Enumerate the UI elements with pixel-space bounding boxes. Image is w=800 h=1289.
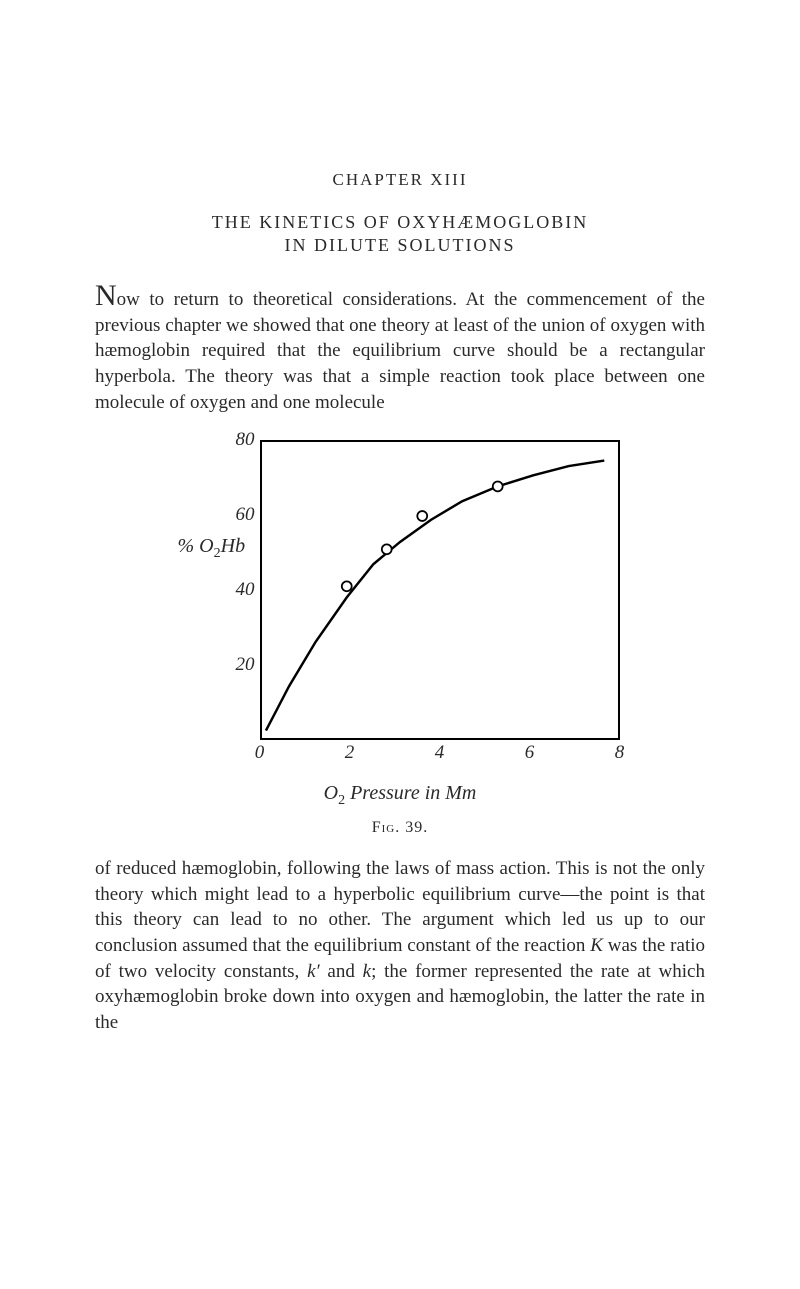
chapter-label: CHAPTER XIII <box>95 170 705 190</box>
data-marker <box>341 582 351 592</box>
y-axis-title: % O2Hb <box>178 535 246 562</box>
chart-area: % O2Hb 2040608002468 <box>178 440 623 780</box>
dropcap: N <box>95 279 117 312</box>
paragraph-2: of reduced hæmoglobin, following the law… <box>95 856 705 1035</box>
x-tick-label: 8 <box>610 742 630 764</box>
data-marker <box>381 545 391 555</box>
plot-frame <box>260 440 620 740</box>
x-axis-title: O2 Pressure in Mm <box>178 782 623 809</box>
figure-39: % O2Hb 2040608002468 O2 Pressure in Mm F… <box>178 440 623 837</box>
title-line-2: IN DILUTE SOLUTIONS <box>95 235 705 256</box>
title-line-1: THE KINETICS OF OXYHÆMOGLOBIN <box>95 212 705 233</box>
y-tick-label: 20 <box>225 654 255 676</box>
para1-rest: ow to return to theoretical consideratio… <box>95 289 705 413</box>
x-tick-label: 4 <box>430 742 450 764</box>
curve-line <box>265 461 603 731</box>
figure-caption: Fig. 39. <box>178 819 623 837</box>
x-tick-label: 0 <box>250 742 270 764</box>
plot-svg <box>262 442 618 738</box>
data-marker <box>492 482 502 492</box>
x-tick-label: 2 <box>340 742 360 764</box>
y-tick-label: 80 <box>225 429 255 451</box>
data-marker <box>417 511 427 521</box>
y-tick-label: 60 <box>225 504 255 526</box>
page-root: CHAPTER XIII THE KINETICS OF OXYHÆMOGLOB… <box>0 0 800 1115</box>
y-tick-label: 40 <box>225 579 255 601</box>
x-tick-label: 6 <box>520 742 540 764</box>
paragraph-1: Now to return to theoretical considerati… <box>95 281 705 415</box>
